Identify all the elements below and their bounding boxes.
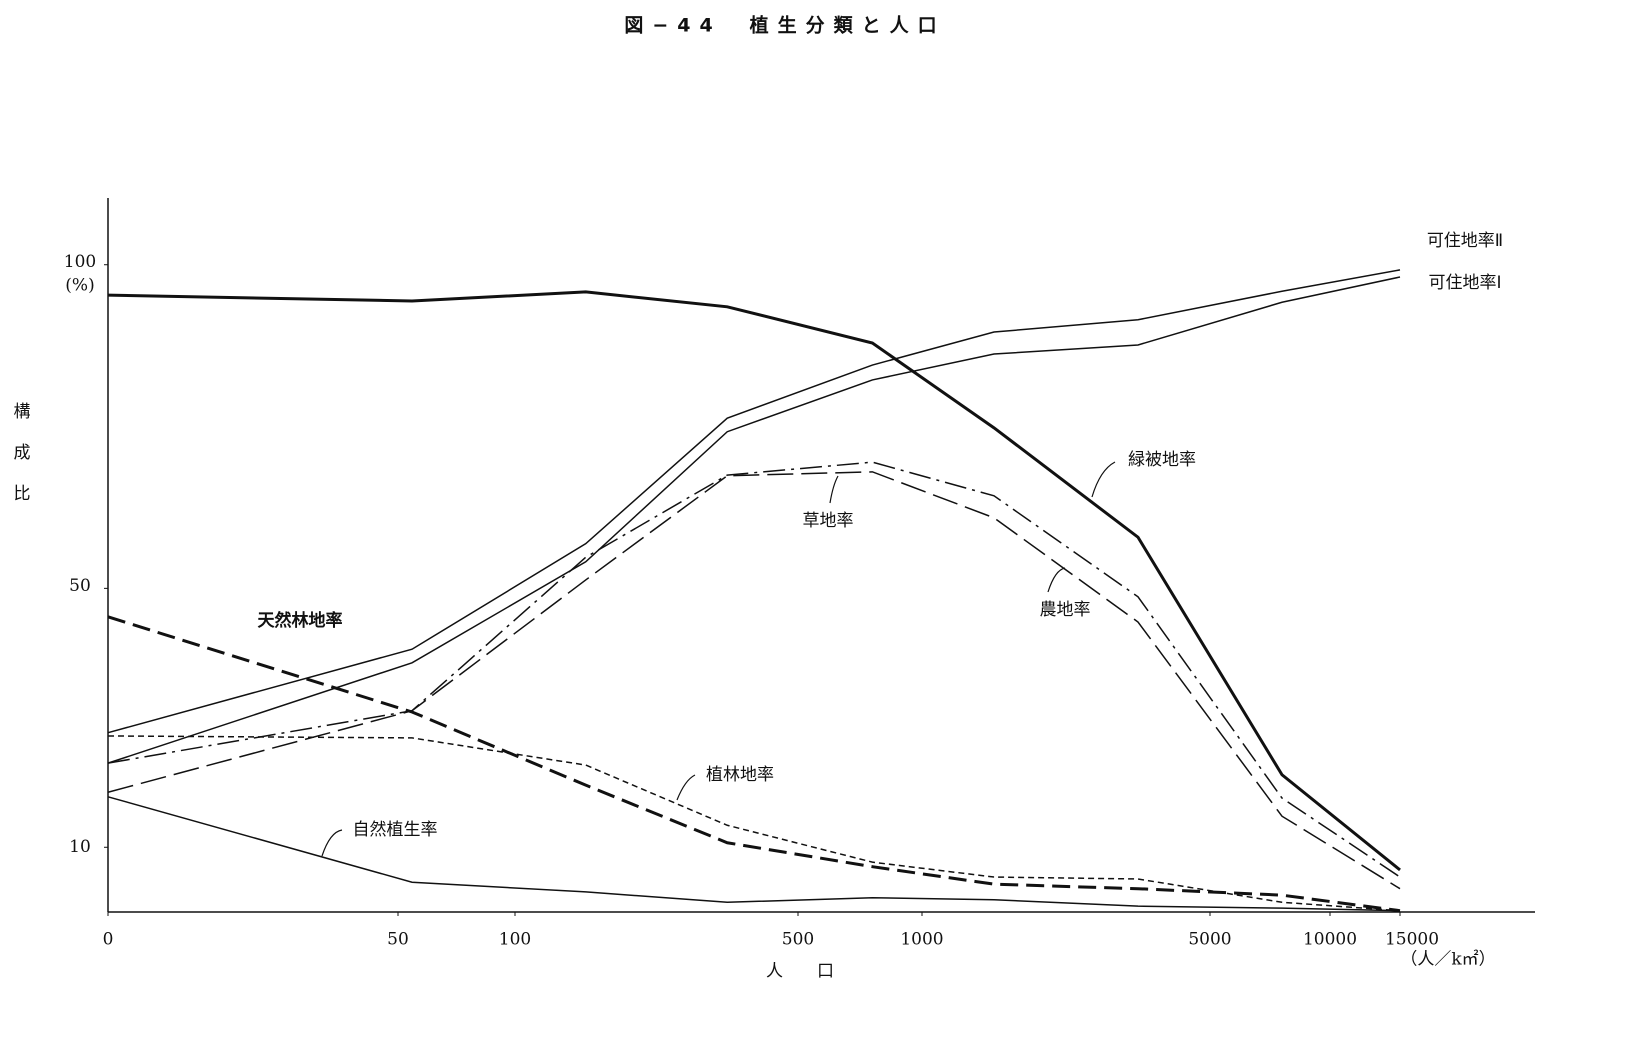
series-line <box>107 471 1401 890</box>
y-axis-label: 構成比 <box>14 402 31 504</box>
series-line <box>107 735 1401 912</box>
y-tick-label: 100 <box>64 252 96 272</box>
series-line <box>107 269 1401 734</box>
series-label: 天然林地率 <box>258 610 343 631</box>
y-axis-label-char: 構 <box>14 402 31 422</box>
x-axis-label: 人 口 <box>766 962 834 982</box>
series-line <box>107 796 1401 912</box>
series-label: 可住地率Ⅱ <box>1427 231 1503 251</box>
series-label: 自然植生率 <box>353 820 438 840</box>
x-tick-label: 15000 <box>1385 930 1439 950</box>
y-axis-label-char: 比 <box>14 484 31 504</box>
x-tick-label: 10000 <box>1303 930 1357 950</box>
series-line <box>107 290 1401 872</box>
chart-title: 図−44 植生分類と人口 <box>624 14 945 37</box>
x-tick-label: 1000 <box>900 930 943 950</box>
x-unit: （人／k㎡） <box>1400 950 1495 970</box>
x-tick-label: 50 <box>387 930 409 950</box>
y-axis-label-char: 成 <box>14 443 31 463</box>
y-tick-label: 10 <box>69 837 91 857</box>
x-tick-label: 100 <box>499 930 531 950</box>
series-label: 緑被地率 <box>1128 450 1196 470</box>
series-line <box>107 276 1401 764</box>
series-line <box>107 461 1401 878</box>
y-unit: (%) <box>65 276 94 296</box>
series-label: 植林地率 <box>706 765 774 785</box>
x-tick-label: 0 <box>103 930 114 950</box>
series-label: 農地率 <box>1040 600 1091 620</box>
series-label: 可住地率Ⅰ <box>1428 273 1501 293</box>
leaders <box>321 461 1116 857</box>
x-tick-label: 5000 <box>1188 930 1231 950</box>
series-line <box>107 615 1401 913</box>
series-label: 草地率 <box>803 511 854 531</box>
y-tick-label: 50 <box>69 576 91 596</box>
x-tick-label: 500 <box>782 930 814 950</box>
